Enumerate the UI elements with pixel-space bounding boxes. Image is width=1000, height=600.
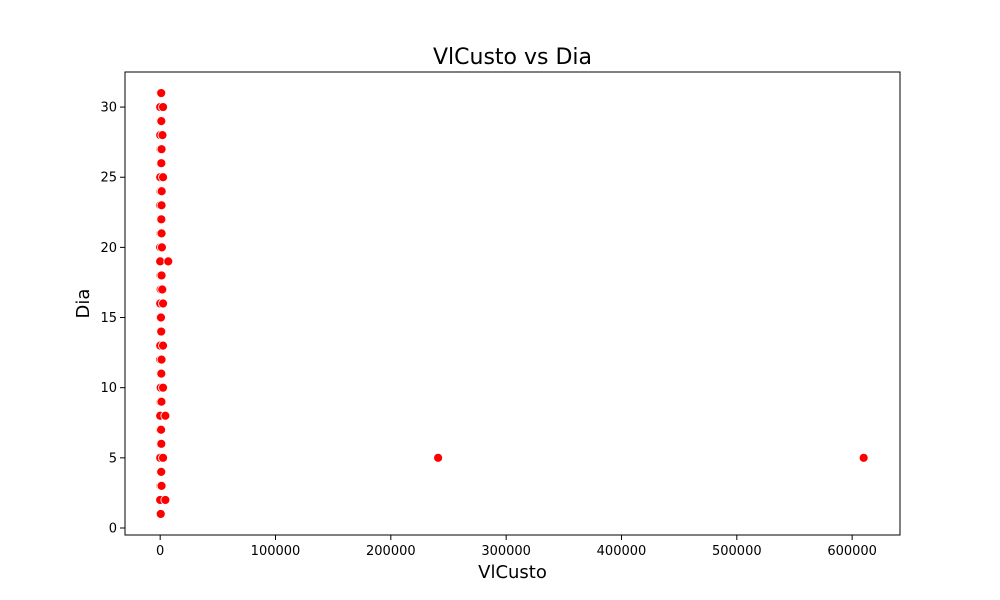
data-point [157, 215, 166, 224]
x-axis: 0 100000 200000 300000 400000 500000 600000 [156, 535, 877, 559]
y-axis: 0 5 10 15 20 25 30 [100, 101, 125, 537]
y-tick-label: 5 [109, 451, 117, 466]
data-point [157, 159, 166, 168]
y-tick-label: 30 [100, 101, 117, 116]
data-point [157, 229, 166, 238]
data-point [157, 89, 166, 98]
data-point [157, 369, 166, 378]
data-point [157, 201, 166, 210]
data-point [157, 481, 166, 490]
data-point [156, 509, 165, 518]
data-points [156, 89, 868, 519]
y-tick-label: 20 [100, 241, 117, 256]
x-tick-label: 100000 [251, 544, 301, 559]
y-tick-label: 10 [100, 381, 117, 396]
x-tick-label: 300000 [481, 544, 531, 559]
data-point [156, 313, 165, 322]
data-point [158, 131, 167, 140]
y-tick-label: 15 [100, 311, 117, 326]
x-axis-title: VlCusto [478, 562, 547, 583]
data-point [157, 397, 166, 406]
data-point [161, 411, 170, 420]
data-point [159, 103, 168, 112]
data-point [159, 341, 168, 350]
data-point [157, 271, 166, 280]
data-point [157, 355, 166, 364]
data-point [157, 243, 166, 252]
x-tick-label: 500000 [712, 544, 762, 559]
data-point [159, 383, 168, 392]
y-axis-title: Dia [73, 289, 94, 319]
data-point [159, 453, 168, 462]
data-point [156, 257, 165, 266]
data-point [157, 145, 166, 154]
x-tick-label: 600000 [827, 544, 877, 559]
data-point [157, 327, 166, 336]
data-point [157, 467, 166, 476]
data-point [159, 173, 168, 182]
y-tick-label: 0 [109, 521, 117, 536]
data-point [157, 187, 166, 196]
y-tick-label: 25 [100, 171, 117, 186]
data-point [158, 285, 167, 294]
x-tick-label: 200000 [366, 544, 416, 559]
x-tick-label: 400000 [597, 544, 647, 559]
data-point [859, 453, 868, 462]
data-point [157, 439, 166, 448]
x-tick-label: 0 [156, 544, 164, 559]
chart-title: VlCusto vs Dia [433, 45, 592, 70]
data-point [159, 299, 168, 308]
data-point [157, 425, 166, 434]
plot-frame [125, 72, 900, 535]
data-point [434, 453, 443, 462]
data-point [161, 495, 170, 504]
data-point [164, 257, 173, 266]
data-point [157, 117, 166, 126]
